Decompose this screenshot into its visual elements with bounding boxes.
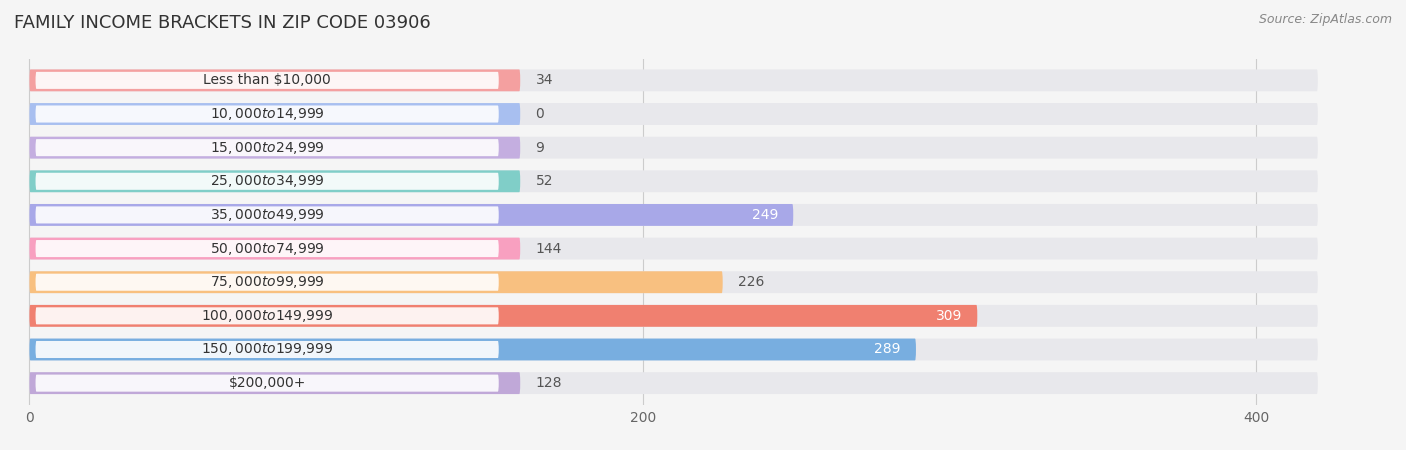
- FancyBboxPatch shape: [30, 271, 723, 293]
- FancyBboxPatch shape: [30, 238, 520, 260]
- Text: $15,000 to $24,999: $15,000 to $24,999: [209, 140, 325, 156]
- FancyBboxPatch shape: [30, 305, 1317, 327]
- FancyBboxPatch shape: [30, 271, 1317, 293]
- Text: 309: 309: [935, 309, 962, 323]
- FancyBboxPatch shape: [30, 69, 1317, 91]
- Text: 128: 128: [536, 376, 562, 390]
- FancyBboxPatch shape: [35, 207, 499, 224]
- FancyBboxPatch shape: [35, 374, 499, 392]
- FancyBboxPatch shape: [30, 171, 1317, 192]
- Text: $200,000+: $200,000+: [228, 376, 307, 390]
- FancyBboxPatch shape: [30, 372, 520, 394]
- Text: 34: 34: [536, 73, 553, 87]
- FancyBboxPatch shape: [30, 69, 520, 91]
- Text: Less than $10,000: Less than $10,000: [204, 73, 330, 87]
- FancyBboxPatch shape: [30, 238, 1317, 260]
- FancyBboxPatch shape: [35, 240, 499, 257]
- FancyBboxPatch shape: [35, 341, 499, 358]
- FancyBboxPatch shape: [35, 139, 499, 156]
- FancyBboxPatch shape: [35, 307, 499, 324]
- FancyBboxPatch shape: [30, 171, 520, 192]
- Text: $25,000 to $34,999: $25,000 to $34,999: [209, 173, 325, 189]
- FancyBboxPatch shape: [35, 173, 499, 190]
- Text: $75,000 to $99,999: $75,000 to $99,999: [209, 274, 325, 290]
- Text: 9: 9: [536, 141, 544, 155]
- FancyBboxPatch shape: [30, 137, 520, 158]
- FancyBboxPatch shape: [30, 305, 977, 327]
- Text: 289: 289: [875, 342, 901, 356]
- Text: $50,000 to $74,999: $50,000 to $74,999: [209, 241, 325, 256]
- Text: $100,000 to $149,999: $100,000 to $149,999: [201, 308, 333, 324]
- Text: 144: 144: [536, 242, 562, 256]
- Text: 0: 0: [536, 107, 544, 121]
- Text: $35,000 to $49,999: $35,000 to $49,999: [209, 207, 325, 223]
- FancyBboxPatch shape: [35, 274, 499, 291]
- FancyBboxPatch shape: [30, 103, 520, 125]
- FancyBboxPatch shape: [30, 204, 1317, 226]
- FancyBboxPatch shape: [30, 372, 1317, 394]
- Text: 226: 226: [738, 275, 765, 289]
- Text: $10,000 to $14,999: $10,000 to $14,999: [209, 106, 325, 122]
- FancyBboxPatch shape: [30, 204, 793, 226]
- FancyBboxPatch shape: [35, 72, 499, 89]
- Text: 249: 249: [752, 208, 778, 222]
- FancyBboxPatch shape: [35, 105, 499, 122]
- FancyBboxPatch shape: [30, 338, 915, 360]
- FancyBboxPatch shape: [30, 103, 1317, 125]
- FancyBboxPatch shape: [30, 137, 1317, 158]
- Text: FAMILY INCOME BRACKETS IN ZIP CODE 03906: FAMILY INCOME BRACKETS IN ZIP CODE 03906: [14, 14, 430, 32]
- Text: $150,000 to $199,999: $150,000 to $199,999: [201, 342, 333, 357]
- Text: 52: 52: [536, 174, 553, 188]
- Text: Source: ZipAtlas.com: Source: ZipAtlas.com: [1258, 14, 1392, 27]
- FancyBboxPatch shape: [30, 338, 1317, 360]
